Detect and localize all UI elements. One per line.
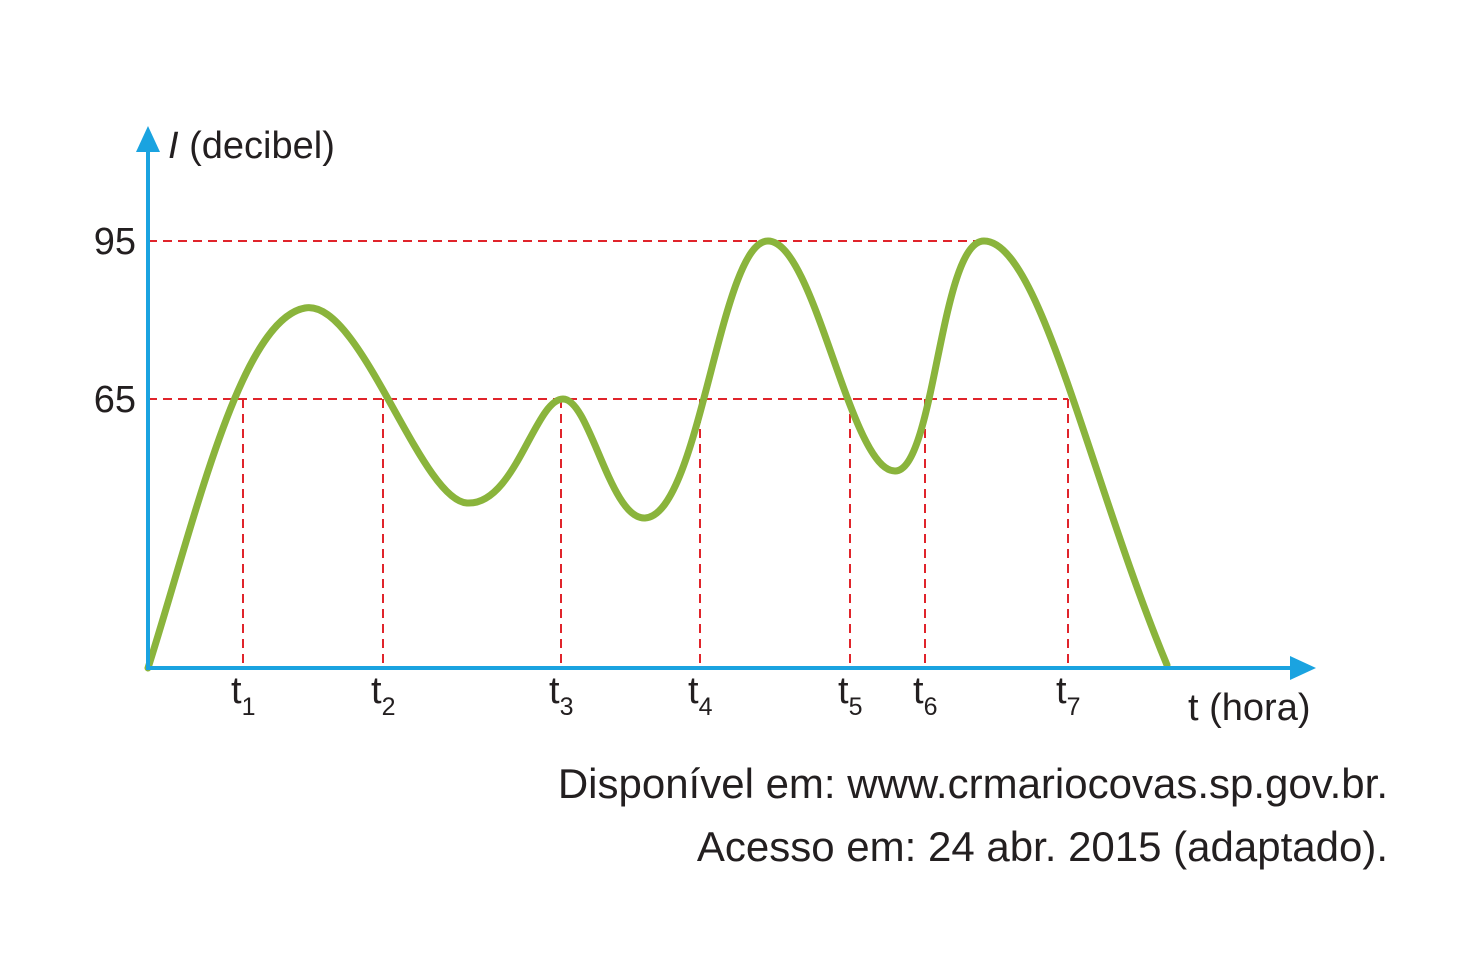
marker-base: t: [1056, 670, 1067, 712]
marker-base: t: [838, 670, 849, 712]
x-marker: t7: [1056, 670, 1080, 721]
source-line: Acesso em: 24 abr. 2015 (adaptado).: [697, 823, 1388, 870]
marker-sub: 5: [849, 693, 863, 721]
y-symbol: I: [168, 125, 179, 167]
marker-sub: 1: [242, 693, 256, 721]
source-line: Disponível em: www.crmariocovas.sp.gov.b…: [558, 760, 1388, 807]
marker-sub: 7: [1067, 693, 1081, 721]
marker-base: t: [231, 670, 242, 712]
x-markers: t1 t2 t3 t4 t5 t6 t7: [231, 670, 1080, 721]
y-level: 95: [94, 221, 136, 263]
x-arrow: [1290, 656, 1316, 680]
marker-base: t: [913, 670, 924, 712]
marker-base: t: [549, 670, 560, 712]
marker-sub: 6: [924, 693, 938, 721]
sound-curve: [144, 237, 1171, 672]
x-marker: t1: [231, 670, 255, 721]
guides: [148, 240, 1069, 668]
marker-sub: 4: [699, 693, 713, 721]
marker-sub: 3: [560, 693, 574, 721]
x-marker: t6: [913, 670, 937, 721]
y-unit: (decibel): [189, 125, 335, 167]
y-level: 65: [94, 379, 136, 421]
marker-base: t: [371, 670, 382, 712]
x-marker: t4: [688, 670, 713, 721]
x-marker: t2: [371, 670, 395, 721]
x-axis-label: t (hora): [1188, 687, 1310, 729]
y-axis-label: I (decibel): [168, 125, 335, 167]
x-marker: t3: [549, 670, 573, 721]
y-arrow: [136, 126, 160, 152]
x-marker: t5: [838, 670, 862, 721]
marker-base: t: [688, 670, 699, 712]
marker-sub: 2: [382, 693, 396, 721]
